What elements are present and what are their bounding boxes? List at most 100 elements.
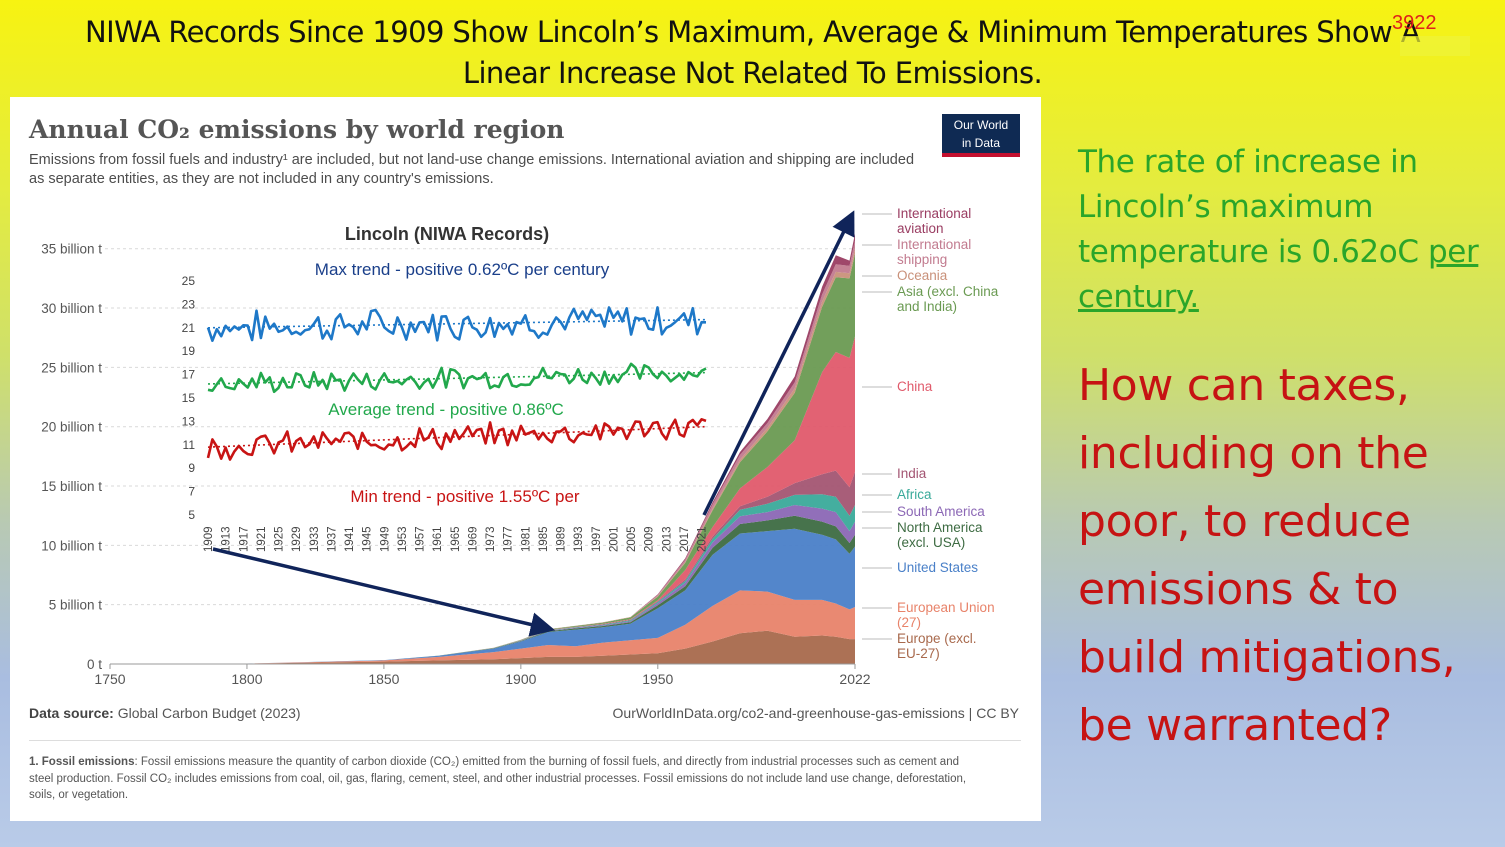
inset-title: Lincoln (NIWA Records) [345,224,549,244]
inset-x-tick-label: 2021 [697,526,709,552]
legend-label-international-shipping: shipping [897,252,947,267]
legend-label-united-states: United States [897,560,978,575]
legend-label-india: India [897,466,927,481]
inset-x-tick-label: 1945 [362,526,374,552]
inset-x-tick-label: 1969 [467,526,479,552]
y-tick-label: 0 t [87,657,102,672]
data-source-label: Data source: [29,705,114,721]
legend-label-north-america-excl-usa-: North America [897,520,983,535]
slide-title-line1: NIWA Records Since 1909 Show Lincoln’s M… [85,15,1421,49]
inset-trendline-max [207,318,707,329]
source-url-link[interactable]: OurWorldInData.org/co2-and-greenhouse-ga… [612,705,1019,721]
inset-y-tick-label: 17 [182,368,196,382]
legend-label-north-america-excl-usa-: (excl. USA) [897,535,965,550]
inset-x-tick-label: 1989 [556,526,568,552]
legend-label-international-aviation: International [897,206,971,221]
footnote: 1. Fossil emissions: Fossil emissions me… [29,754,979,804]
inset-y-tick-label: 9 [188,461,195,475]
legend-label-asia-excl-china-and-india-: and India) [897,299,957,314]
x-tick-label: 1850 [368,671,399,687]
inset-y-tick-label: 25 [182,274,196,288]
x-tick-label: 2022 [839,671,870,687]
legend-label-europe-excl-eu-27-: EU-27) [897,646,940,661]
side-text-rate-body: The rate of increase in Lincoln’s maximu… [1078,144,1419,270]
footnote-text: : Fossil emissions measure the quantity … [29,756,967,801]
legend-label-international-shipping: International [897,237,971,252]
legend-label-china: China [897,379,933,394]
inset-trend-label-min: Min trend - positive 1.55ºC per [350,487,580,506]
emissions-chart: 0 t 5 billion t 10 billion t 15 billion t 20… [41,206,999,687]
x-tick-label: 1950 [642,671,673,687]
inset-x-tick-label: 1925 [274,526,286,552]
inset-x-tick-label: 1985 [538,526,550,552]
y-tick-label: 20 billion t [41,420,102,435]
legend-label-international-aviation: aviation [897,221,944,236]
inset-x-tick-label: 1917 [238,526,250,552]
inset-x-tick-label: 1913 [221,526,233,552]
owid-chart-title: Annual CO₂ emissions by world region [29,115,565,144]
inset-trend-label-average: Average trend - positive 0.86ºC [328,400,564,419]
inset-y-tick-label: 13 [182,414,196,428]
inset-y-tick-label: 19 [182,344,196,358]
inset-x-tick-label: 1909 [203,526,215,552]
annotation-arrow-early [212,547,556,637]
inset-x-tick-label: 1965 [450,526,462,552]
legend-label-south-america: South America [897,504,985,519]
owid-chart-subtitle: Emissions from fossil fuels and industry… [29,152,915,187]
inset-x-tick-label: 1933 [309,526,321,552]
data-source: Data source: Global Carbon Budget (2023) [29,705,301,721]
inset-line-average [207,362,707,394]
inset-x-tick-label: 2017 [679,526,691,552]
inset-y-tick-label: 15 [182,391,196,405]
inset-x-tick-label: 2001 [608,526,620,552]
inset-y-tick-label: 5 [188,508,195,522]
area-series-european-union-27- [110,590,855,664]
legend-label-africa: Africa [897,487,932,502]
inset-x-tick-label: 1937 [326,526,338,552]
y-tick-label: 35 billion t [41,242,102,257]
inset-line-min [206,418,707,461]
inset-x-tick-label: 1941 [344,526,356,552]
side-text-question: How can taxes, including on the poor, to… [1078,360,1456,751]
inset-x-tick-label: 1997 [591,526,603,552]
inset-x-tick-label: 1929 [291,526,303,552]
inset-y-tick-label: 23 [182,297,196,311]
area-series-united-states [110,528,855,664]
slide-number-backdrop [1400,36,1470,56]
x-tick-label: 1750 [94,671,125,687]
inset-x-tick-label: 2005 [626,526,638,552]
side-text-rate: The rate of increase in Lincoln’s maximu… [1078,140,1493,320]
slide-title: NIWA Records Since 1909 Show Lincoln’s M… [20,12,1485,94]
y-tick-label: 10 billion t [41,538,102,553]
footnote-label: 1. Fossil emissions [29,756,135,768]
inset-x-tick-label: 1981 [520,526,532,552]
inset-x-tick-label: 1949 [379,526,391,552]
inset-x-tick-label: 1921 [256,526,268,552]
legend-label-asia-excl-china-and-india-: Asia (excl. China [897,284,999,299]
y-tick-label: 15 billion t [41,479,102,494]
inset-trendline-min [207,425,707,448]
owid-logo-line1: Our World [953,118,1009,132]
slide-number: 3922 [1392,12,1437,34]
owid-logo-line2: in Data [961,136,1001,150]
inset-x-tick-label: 1961 [432,526,444,552]
inset-x-tick-label: 2013 [661,526,673,552]
footer-divider [29,740,1021,741]
y-tick-label: 5 billion t [49,598,103,613]
x-tick-label: 1800 [231,671,262,687]
side-text-rate-underlined: per century. [1078,234,1479,315]
legend-label-european-union-27-: European Union [897,600,995,615]
y-tick-label: 30 billion t [41,301,102,316]
area-series-europe-excl-eu-27- [110,630,855,664]
inset-x-tick-label: 1993 [573,526,585,552]
inset-x-tick-label: 1957 [415,526,427,552]
inset-x-tick-label: 1953 [397,526,409,552]
inset-x-tick-label: 2009 [644,526,656,552]
owid-logo[interactable]: Our World in Data [942,114,1020,157]
inset-line-max [206,306,707,342]
inset-x-tick-label: 1973 [485,526,497,552]
inset-trend-label-max: Max trend - positive 0.62ºC per century [315,260,610,279]
legend-label-european-union-27-: (27) [897,615,921,630]
inset-y-tick-label: 11 [183,438,196,452]
owid-chart-panel: Annual CO₂ emissions by world region Emi… [10,97,1041,821]
